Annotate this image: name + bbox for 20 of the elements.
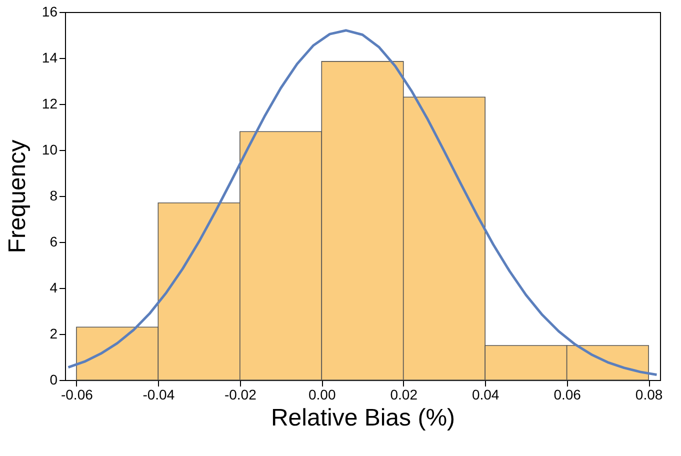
- y-axis-title: Frequency: [4, 140, 31, 254]
- x-tick-label: 0.04: [472, 386, 500, 402]
- y-tick-label: 16: [42, 4, 58, 20]
- y-tick-label: 6: [50, 234, 58, 250]
- y-tick-label: 14: [42, 50, 58, 66]
- x-tick-label: 0.02: [390, 386, 418, 402]
- y-tick-label: 10: [42, 142, 58, 158]
- y-tick-label: 2: [50, 326, 58, 342]
- y-tick-label: 0: [50, 372, 58, 388]
- x-tick-label: 0.08: [635, 386, 663, 402]
- x-tick-label: 0.00: [308, 386, 336, 402]
- y-tick-label: 4: [50, 280, 58, 296]
- y-tick-label: 8: [50, 188, 58, 204]
- x-tick-label: -0.02: [224, 386, 257, 402]
- x-tick-label: -0.04: [142, 386, 175, 402]
- x-axis-title: Relative Bias (%): [270, 404, 456, 432]
- y-tick-label: 12: [42, 96, 58, 112]
- x-tick-label: -0.06: [60, 386, 94, 402]
- line-series: [67, 29, 658, 376]
- x-tick-label: 0.06: [554, 386, 582, 402]
